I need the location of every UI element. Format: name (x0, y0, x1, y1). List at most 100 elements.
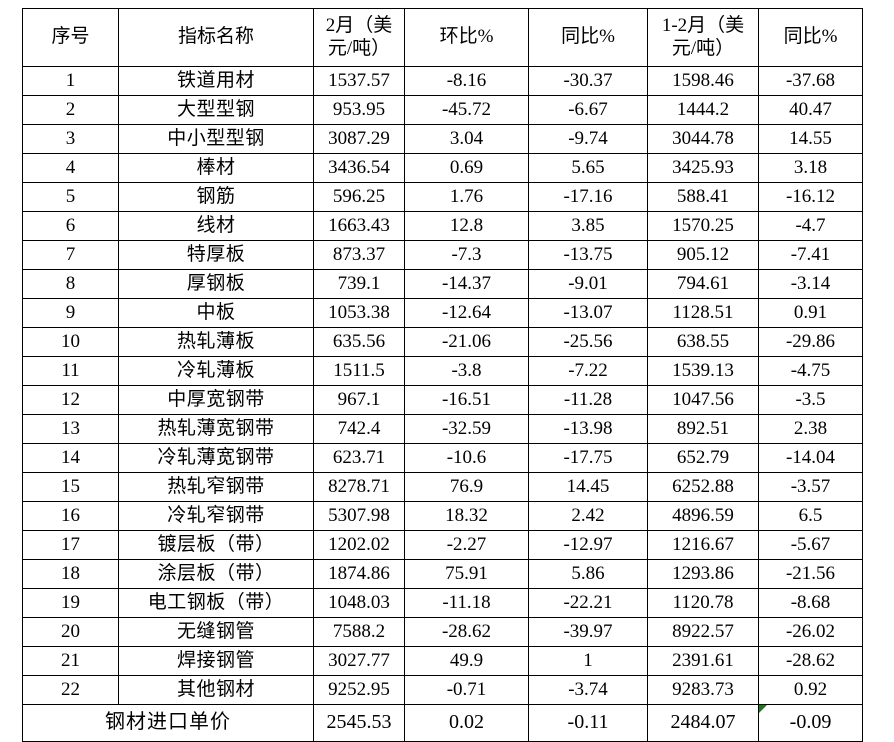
cell-cum-yoy: 3.18 (758, 153, 863, 183)
table-row: 22 其他钢材 9252.95 -0.71 -3.74 9283.73 0.92 (22, 675, 863, 705)
cell-cum: 1216.67 (647, 530, 759, 560)
cell-mom: 18.32 (404, 501, 529, 531)
table-row: 19 电工钢板（带） 1048.03 -11.18 -22.21 1120.78 -8.68 (22, 588, 863, 618)
cell-name: 特厚板 (118, 240, 314, 270)
cell-name: 中厚宽钢带 (118, 385, 314, 415)
cell-yoy: -12.97 (528, 530, 648, 560)
cell-cum-yoy: -21.56 (758, 559, 863, 589)
cell-yoy: 5.65 (528, 153, 648, 183)
summary-label: 钢材进口单价 (22, 704, 314, 742)
cell-feb: 5307.98 (313, 501, 405, 531)
column-header-name: 指标名称 (118, 8, 314, 67)
table-row: 8 厚钢板 739.1 -14.37 -9.01 794.61 -3.14 (22, 269, 863, 299)
cell-mom: -32.59 (404, 414, 529, 444)
cell-note-marker-icon (759, 705, 767, 713)
cell-mom: -12.64 (404, 298, 529, 328)
cell-yoy: -6.67 (528, 95, 648, 125)
cell-yoy: -17.16 (528, 182, 648, 212)
table-row: 20 无缝钢管 7588.2 -28.62 -39.97 8922.57 -26.02 (22, 617, 863, 647)
table-row: 16 冷轧窄钢带 5307.98 18.32 2.42 4896.59 6.5 (22, 501, 863, 531)
cell-mom: -3.8 (404, 356, 529, 386)
cell-cum-yoy: -14.04 (758, 443, 863, 473)
cell-name: 热轧薄宽钢带 (118, 414, 314, 444)
cell-yoy: 5.86 (528, 559, 648, 589)
cell-cum: 794.61 (647, 269, 759, 299)
cell-name: 涂层板（带） (118, 559, 314, 589)
cell-mom: 49.9 (404, 646, 529, 676)
cell-mom: 0.69 (404, 153, 529, 183)
cell-name: 热轧薄板 (118, 327, 314, 357)
table-row: 2 大型型钢 953.95 -45.72 -6.67 1444.2 40.47 (22, 95, 863, 125)
table-row: 17 镀层板（带） 1202.02 -2.27 -12.97 1216.67 -5.67 (22, 530, 863, 560)
cell-yoy: -17.75 (528, 443, 648, 473)
cell-name: 厚钢板 (118, 269, 314, 299)
cell-name: 其他钢材 (118, 675, 314, 705)
cell-seq: 9 (22, 298, 119, 328)
cell-seq: 7 (22, 240, 119, 270)
cell-yoy: 14.45 (528, 472, 648, 502)
cell-cum: 8922.57 (647, 617, 759, 647)
column-header-feb: 2月（美元/吨） (313, 8, 405, 67)
cell-name: 线材 (118, 211, 314, 241)
cell-cum: 1570.25 (647, 211, 759, 241)
cell-yoy: -22.21 (528, 588, 648, 618)
cell-seq: 14 (22, 443, 119, 473)
cell-cum-yoy: -3.5 (758, 385, 863, 415)
cell-cum-yoy: -7.41 (758, 240, 863, 270)
cell-cum-yoy: 0.91 (758, 298, 863, 328)
cell-name: 棒材 (118, 153, 314, 183)
cell-cum: 638.55 (647, 327, 759, 357)
cell-feb: 873.37 (313, 240, 405, 270)
table-row: 15 热轧窄钢带 8278.71 76.9 14.45 6252.88 -3.57 (22, 472, 863, 502)
cell-seq: 12 (22, 385, 119, 415)
table-row: 13 热轧薄宽钢带 742.4 -32.59 -13.98 892.51 2.38 (22, 414, 863, 444)
header-row: 序号 指标名称 2月（美元/吨） 环比% 同比% 1-2月（美元/吨） 同比% (22, 8, 863, 67)
cell-cum-yoy: -29.86 (758, 327, 863, 357)
cell-name: 焊接钢管 (118, 646, 314, 676)
cell-name: 冷轧薄宽钢带 (118, 443, 314, 473)
cell-yoy: -13.75 (528, 240, 648, 270)
cell-mom: -8.16 (404, 66, 529, 96)
cell-mom: -45.72 (404, 95, 529, 125)
cell-seq: 2 (22, 95, 119, 125)
cell-mom: -0.71 (404, 675, 529, 705)
cell-mom: 12.8 (404, 211, 529, 241)
cell-cum: 2391.61 (647, 646, 759, 676)
cell-mom: -7.3 (404, 240, 529, 270)
cell-name: 大型型钢 (118, 95, 314, 125)
cell-cum-yoy: 6.5 (758, 501, 863, 531)
cell-cum: 1293.86 (647, 559, 759, 589)
cell-feb: 635.56 (313, 327, 405, 357)
cell-feb: 1874.86 (313, 559, 405, 589)
cell-seq: 10 (22, 327, 119, 357)
cell-cum-yoy: -5.67 (758, 530, 863, 560)
cell-mom: -21.06 (404, 327, 529, 357)
cell-mom: 76.9 (404, 472, 529, 502)
cell-mom: -10.6 (404, 443, 529, 473)
table-row: 1 铁道用材 1537.57 -8.16 -30.37 1598.46 -37.68 (22, 66, 863, 96)
cell-name: 中板 (118, 298, 314, 328)
cell-mom: -28.62 (404, 617, 529, 647)
cell-feb: 953.95 (313, 95, 405, 125)
cell-mom: -16.51 (404, 385, 529, 415)
table-row: 5 钢筋 596.25 1.76 -17.16 588.41 -16.12 (22, 182, 863, 212)
cell-seq: 17 (22, 530, 119, 560)
cell-feb: 967.1 (313, 385, 405, 415)
cell-seq: 15 (22, 472, 119, 502)
cell-cum-yoy: 2.38 (758, 414, 863, 444)
cell-feb: 1537.57 (313, 66, 405, 96)
cell-feb: 3087.29 (313, 124, 405, 154)
cell-name: 中小型型钢 (118, 124, 314, 154)
table-row: 11 冷轧薄板 1511.5 -3.8 -7.22 1539.13 -4.75 (22, 356, 863, 386)
cell-yoy: -30.37 (528, 66, 648, 96)
cell-mom: -14.37 (404, 269, 529, 299)
cell-name: 热轧窄钢带 (118, 472, 314, 502)
table-row: 6 线材 1663.43 12.8 3.85 1570.25 -4.7 (22, 211, 863, 241)
cell-mom: 1.76 (404, 182, 529, 212)
cell-name: 钢筋 (118, 182, 314, 212)
cell-cum-yoy: -3.14 (758, 269, 863, 299)
cell-yoy: -39.97 (528, 617, 648, 647)
cell-feb: 3027.77 (313, 646, 405, 676)
cell-yoy: 3.85 (528, 211, 648, 241)
cell-name: 镀层板（带） (118, 530, 314, 560)
